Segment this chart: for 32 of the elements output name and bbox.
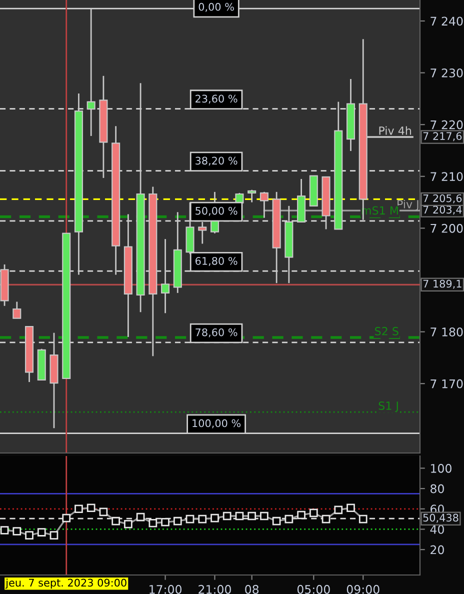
- data-label: 7 189,1: [423, 280, 462, 289]
- ref-line-label: jeu. 7 sept. 2023 09:00: [5, 578, 126, 589]
- x-tick-label: 05:00: [297, 584, 330, 594]
- y-tick-label: 40: [430, 524, 444, 534]
- ref-line-label: 0,00 %: [198, 2, 234, 12]
- series-label: Piv 4h: [379, 126, 412, 135]
- y-tick-label: 7 180: [430, 328, 463, 336]
- x-tick-label: 17:00: [150, 584, 182, 594]
- ref-line-label: 78,60 %: [196, 328, 238, 338]
- y-tick-label: 7 200: [430, 224, 463, 233]
- ref-line-label: 100,00 %: [192, 419, 241, 428]
- y-tick-label: 7 240: [430, 16, 463, 26]
- data-label: 7 203,4: [423, 206, 462, 215]
- ref-line-label: S2 S: [375, 326, 398, 336]
- ref-line-label: 50,438: [423, 514, 458, 523]
- y-tick-label: 7 230: [430, 68, 463, 78]
- data-label: 7 205,6: [423, 194, 462, 204]
- ref-line-label: 23,60 %: [196, 94, 238, 104]
- ref-line-label: 50,00 %: [196, 206, 238, 216]
- ref-line-label: 61,80 %: [196, 256, 238, 266]
- y-tick-label: 7 220: [430, 120, 463, 130]
- y-tick-label: 20: [430, 545, 444, 554]
- data-label: 7 217,6: [423, 132, 462, 142]
- x-tick-label: 08: [245, 584, 259, 594]
- x-tick-label: 09:00: [346, 584, 380, 594]
- y-tick-label: 100: [431, 464, 452, 473]
- y-tick-label: 7 170: [430, 379, 463, 388]
- x-tick-label: 21:00: [198, 584, 231, 594]
- ref-line-label: S1 J: [378, 402, 398, 412]
- y-tick-label: 7 210: [430, 172, 463, 182]
- ref-line-label: 38,20 %: [196, 156, 238, 166]
- y-tick-label: 80: [430, 484, 444, 494]
